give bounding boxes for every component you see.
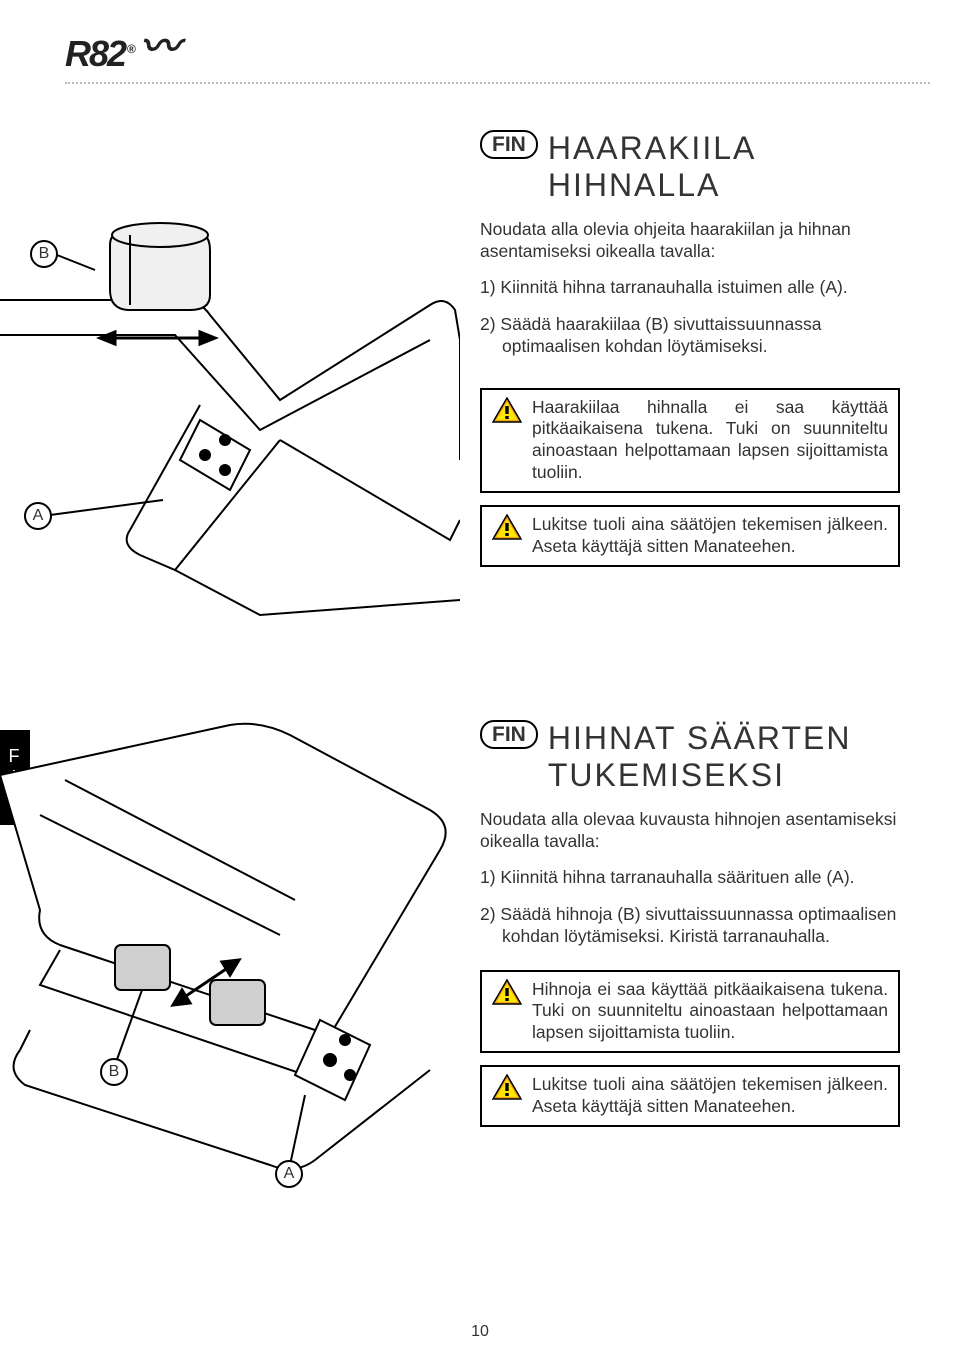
warning-box: Lukitse tuoli aina säätöjen tekemisen jä… xyxy=(480,505,900,567)
diagram-label-a: A xyxy=(275,1160,303,1188)
page-number: 10 xyxy=(0,1323,960,1341)
diagram-label-a: A xyxy=(24,502,52,530)
section1-warn1: Haarakiilaa hihnalla ei saa käyttää pitk… xyxy=(532,397,888,485)
section1-warn2: Lukitse tuoli aina säätöjen tekemisen jä… xyxy=(532,514,888,558)
diagram-label-b: B xyxy=(30,240,58,268)
section1-step2: 2) Säädä haarakiilaa (B) sivuttaissuunna… xyxy=(480,313,900,358)
section2-step1: 1) Kiinnitä hihna tarranauhalla sääritue… xyxy=(480,866,900,888)
logo-reg: ® xyxy=(127,42,134,56)
warning-icon xyxy=(492,397,522,423)
warning-icon xyxy=(492,514,522,540)
warning-icon xyxy=(492,1074,522,1100)
brand-logo: R82®〰 xyxy=(65,20,178,78)
warning-box: Lukitse tuoli aina säätöjen tekemisen jä… xyxy=(480,1065,900,1127)
language-pill: FIN xyxy=(480,720,538,749)
warning-box: Haarakiilaa hihnalla ei saa käyttää pitk… xyxy=(480,388,900,494)
logo-text: R82 xyxy=(65,33,125,74)
diagram-label-b: B xyxy=(100,1058,128,1086)
language-pill: FIN xyxy=(480,130,538,159)
logo-swoosh-icon: 〰 xyxy=(140,14,178,72)
section2-intro: Noudata alla olevaa kuvausta hihnojen as… xyxy=(480,808,900,853)
section1-step1: 1) Kiinnitä hihna tarranauhalla istuimen… xyxy=(480,276,900,298)
header-divider xyxy=(65,82,930,84)
section2-warn1: Hihnoja ei saa käyttää pitkäaikaisena tu… xyxy=(532,979,888,1045)
section1-heading: HAARAKIILA HIHNALLA xyxy=(548,130,900,204)
section-haarakiila: FIN HAARAKIILA HIHNALLA Noudata alla ole… xyxy=(480,130,900,567)
section2-warn2: Lukitse tuoli aina säätöjen tekemisen jä… xyxy=(532,1074,888,1118)
section2-heading: HIHNAT SÄÄRTEN TUKEMISEKSI xyxy=(548,720,900,794)
warning-icon xyxy=(492,979,522,1005)
section1-intro: Noudata alla olevia ohjeita haarakiilan … xyxy=(480,218,900,263)
section-hihnat: FIN HIHNAT SÄÄRTEN TUKEMISEKSI Noudata a… xyxy=(480,720,900,1127)
warning-box: Hihnoja ei saa käyttää pitkäaikaisena tu… xyxy=(480,970,900,1054)
illustration-bottom: B A xyxy=(0,720,460,1240)
illustration-top: B A xyxy=(0,140,460,620)
section2-step2: 2) Säädä hihnoja (B) sivuttaissuunnassa … xyxy=(480,903,900,948)
